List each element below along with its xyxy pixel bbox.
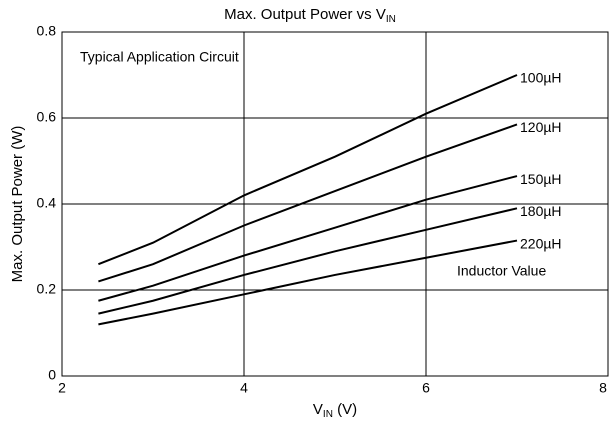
y-tick-label: 0.2 [37,281,57,297]
y-tick-label: 0.8 [37,23,57,39]
xlabel-subscript: IN [323,409,333,420]
series-line [98,175,518,302]
title-text: Max. Output Power vs V [224,6,386,23]
y-tick-label: 0.6 [37,109,57,125]
series-label: 220µH [520,235,562,251]
series-line [98,74,518,266]
x-axis-label: VIN (V) [313,401,357,420]
xlabel-text: V [313,401,323,418]
series-line [98,123,518,283]
title-subscript: IN [386,14,396,25]
y-tick-label: 0.4 [37,195,57,211]
y-tick-label: 0 [48,367,56,383]
series-label: 100µH [520,70,562,86]
annotation: Typical Application Circuit [80,49,239,65]
series-label: 180µH [520,203,562,219]
series-label: 120µH [520,119,562,135]
x-tick-label: 2 [58,380,66,396]
xlabel-suffix: (V) [333,401,357,418]
annotation: Inductor Value [457,263,546,279]
series-line [98,239,518,326]
series-label: 150µH [520,171,562,187]
x-tick-label: 4 [240,380,248,396]
x-tick-label: 6 [422,380,430,396]
y-axis-label: Max. Output Power (W) [9,126,26,283]
chart-title: Max. Output Power vs VIN [224,6,396,25]
x-tick-label: 8 [599,380,607,396]
series-line [98,207,518,315]
